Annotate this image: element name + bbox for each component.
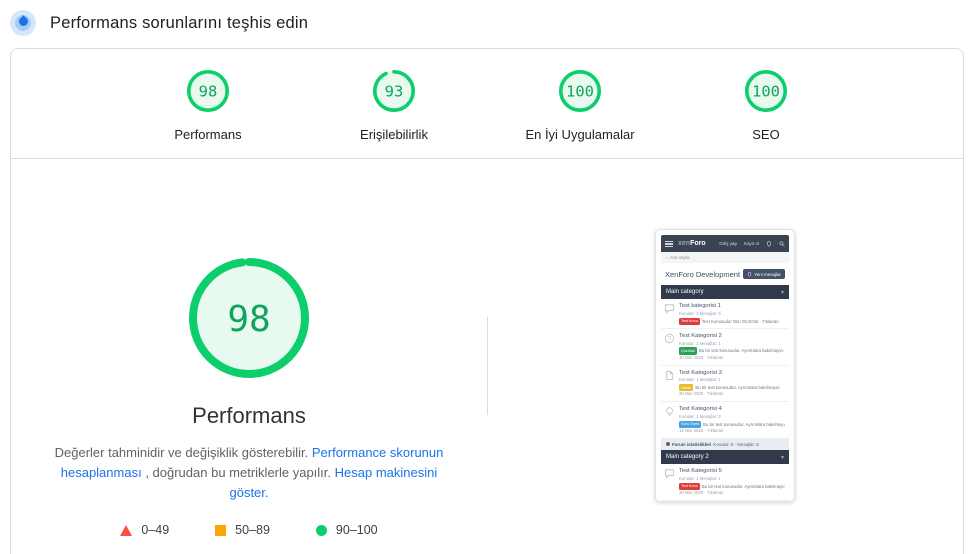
search-icon bbox=[779, 241, 785, 247]
category-score[interactable]: 98 Performans bbox=[143, 69, 273, 142]
new-posts-button: Yeni mesajlar bbox=[743, 269, 785, 279]
score-gauge: 100 bbox=[558, 69, 602, 113]
speech-bubble-icon bbox=[664, 303, 675, 314]
forum-row: ? Test Kategorisi 2 Konular: 1 Mesajlar:… bbox=[661, 327, 789, 365]
score-label: SEO bbox=[752, 127, 780, 142]
location-pin-icon bbox=[766, 240, 772, 247]
final-screenshot-thumbnail[interactable]: xenForo Giriş yap Kayıt ol ‹ Ana sayfa bbox=[655, 229, 795, 502]
speech-bubble-icon bbox=[664, 468, 675, 479]
forum-row: Test Kategorisi 3 Konular: 1 Mesajlar: 1… bbox=[661, 364, 789, 402]
page-header: Performans sorunlarını teşhis edin bbox=[0, 0, 974, 46]
svg-text:100: 100 bbox=[752, 83, 780, 101]
score-label: En İyi Uygulamalar bbox=[525, 127, 635, 142]
screenshot-column: xenForo Giriş yap Kayıt ol ‹ Ana sayfa bbox=[487, 159, 963, 537]
xenforo-logo: xenForo bbox=[678, 240, 706, 247]
legend-item: 50–89 bbox=[215, 523, 270, 537]
triangle-icon bbox=[120, 524, 133, 536]
performance-gauge: 98 bbox=[188, 257, 310, 379]
thumb-title-row: XenForo Development Yeni mesajlar bbox=[661, 263, 789, 285]
svg-text:100: 100 bbox=[566, 83, 594, 101]
question-icon: ? bbox=[664, 333, 675, 344]
forum-row: Test Kategorisi 5 Konular: 1 Mesajlar: 1… bbox=[661, 464, 789, 500]
circle-icon bbox=[315, 524, 327, 536]
score-calc-link[interactable]: Performance skorunun hesaplanması bbox=[60, 445, 444, 481]
category-score[interactable]: 93 Erişilebilirlik bbox=[329, 69, 459, 142]
score-gauge: 98 bbox=[186, 69, 230, 113]
menu-icon bbox=[665, 240, 673, 247]
document-icon bbox=[664, 370, 675, 381]
performance-section: 98 Performans Değerler tahminidir ve değ… bbox=[11, 159, 963, 537]
svg-text:98: 98 bbox=[199, 83, 218, 101]
login-link: Giriş yap bbox=[719, 241, 737, 246]
vertical-divider bbox=[487, 317, 488, 415]
chevron-down-icon: ▾ bbox=[780, 289, 784, 296]
score-label: Performans bbox=[174, 127, 242, 142]
square-icon bbox=[215, 524, 227, 536]
category-score[interactable]: 100 En İyi Uygulamalar bbox=[515, 69, 645, 142]
category-header-1: Main category ▾ bbox=[661, 285, 789, 299]
forum-row: Test Kategorisi 4 Konular: 1 Mesajlar: 2… bbox=[661, 401, 789, 438]
chevron-down-icon: ▾ bbox=[780, 454, 784, 461]
forum-row: Test Kategorisi 6 bbox=[661, 499, 789, 501]
category-score[interactable]: 100 SEO bbox=[701, 69, 831, 142]
site-title: XenForo Development bbox=[665, 269, 741, 279]
forum-stats-bar: Forum istatistikleri Konular: 8 · Mesajl… bbox=[661, 438, 789, 451]
lightbulb-icon bbox=[664, 406, 675, 417]
legend-item: 0–49 bbox=[120, 523, 169, 537]
thumb-breadcrumb: ‹ Ana sayfa bbox=[661, 252, 789, 263]
category-header-2: Main category 2 ▾ bbox=[661, 450, 789, 465]
thumb-navbar: xenForo Giriş yap Kayıt ol bbox=[661, 235, 789, 252]
description-text-1: Değerler tahminidir ve değişiklik göster… bbox=[54, 445, 312, 460]
score-label: Erişilebilirlik bbox=[360, 127, 428, 142]
description-text-2: , doğrudan bu metriklerle yapılır. bbox=[141, 465, 335, 481]
legend-item: 90–100 bbox=[315, 523, 378, 537]
score-legend: 0–49 50–89 90–100 bbox=[120, 523, 378, 537]
horizontal-divider bbox=[11, 158, 963, 159]
calculator-link[interactable]: Hesap makinesini göster. bbox=[229, 465, 438, 501]
svg-text:98: 98 bbox=[227, 299, 270, 340]
score-gauge: 100 bbox=[744, 69, 788, 113]
performance-title: Performans bbox=[192, 403, 306, 428]
pagespeed-insights-icon bbox=[10, 10, 36, 36]
category-scores-row: 98 Performans 93 Erişilebilirlik 100 En … bbox=[11, 49, 963, 158]
forum-row: Test kategorisi 1 Konular: 3 Mesajlar: 5… bbox=[661, 299, 789, 328]
score-gauge: 93 bbox=[372, 69, 416, 113]
performance-summary: 98 Performans Değerler tahminidir ve değ… bbox=[11, 159, 487, 537]
page-title: Performans sorunlarını teşhis edin bbox=[50, 13, 309, 32]
stats-icon bbox=[666, 442, 670, 447]
register-link: Kayıt ol bbox=[743, 241, 759, 246]
svg-text:93: 93 bbox=[385, 83, 404, 101]
svg-text:?: ? bbox=[668, 336, 672, 342]
performance-description: Değerler tahminidir ve değişiklik göster… bbox=[45, 443, 453, 503]
report-card: 98 Performans 93 Erişilebilirlik 100 En … bbox=[10, 48, 964, 554]
